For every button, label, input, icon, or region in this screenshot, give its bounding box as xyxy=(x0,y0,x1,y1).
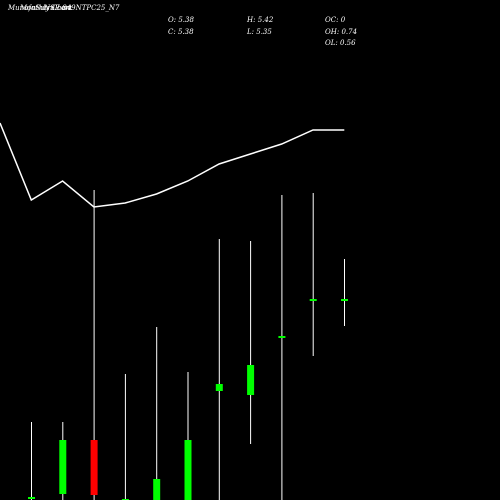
stat-low-value: 5.35 xyxy=(256,28,272,36)
candle-doji xyxy=(28,497,35,499)
stat-high-value: 5.42 xyxy=(257,16,274,24)
stat-oc-value: 0 xyxy=(340,16,346,24)
stat-oh-label: OH: xyxy=(325,28,340,36)
stat-open-label: O: xyxy=(168,16,177,24)
stat-oh-value: 0.74 xyxy=(341,28,358,36)
stat-close: C: 5.38 xyxy=(168,28,194,36)
candle-body xyxy=(59,440,67,494)
stat-oc: OC: 0 xyxy=(325,16,345,24)
stat-ol-label: OL: xyxy=(325,39,338,47)
stat-open: O: 5.38 xyxy=(168,16,194,24)
candle-doji xyxy=(341,299,348,301)
candle-body xyxy=(90,440,98,495)
candle-body xyxy=(153,479,161,500)
stat-oh: OH: 0.74 xyxy=(325,28,357,36)
stat-low: L: 5.35 xyxy=(247,28,272,36)
symbol-label: NSE 849NTPC25_N7 xyxy=(44,4,120,12)
stat-ol: OL: 0.56 xyxy=(325,39,356,47)
stat-oc-label: OC: xyxy=(325,16,339,24)
candle-doji xyxy=(278,336,286,338)
candle-body xyxy=(184,440,192,500)
stat-close-label: C: xyxy=(168,28,176,36)
stat-ol-value: 0.56 xyxy=(339,39,356,47)
stat-open-value: 5.38 xyxy=(178,16,194,24)
stat-high-label: H: xyxy=(247,16,256,24)
watermark-site: MunafaSutra.com xyxy=(8,4,72,12)
moving-average-line xyxy=(0,122,345,208)
chart-period: Monthly Chart xyxy=(20,4,72,12)
stat-high: H: 5.42 xyxy=(247,16,273,24)
candle-body xyxy=(215,384,223,391)
stat-low-label: L: xyxy=(247,28,255,36)
candle-body xyxy=(247,365,255,395)
candle-doji xyxy=(309,299,317,301)
stat-close-value: 5.38 xyxy=(177,28,194,36)
